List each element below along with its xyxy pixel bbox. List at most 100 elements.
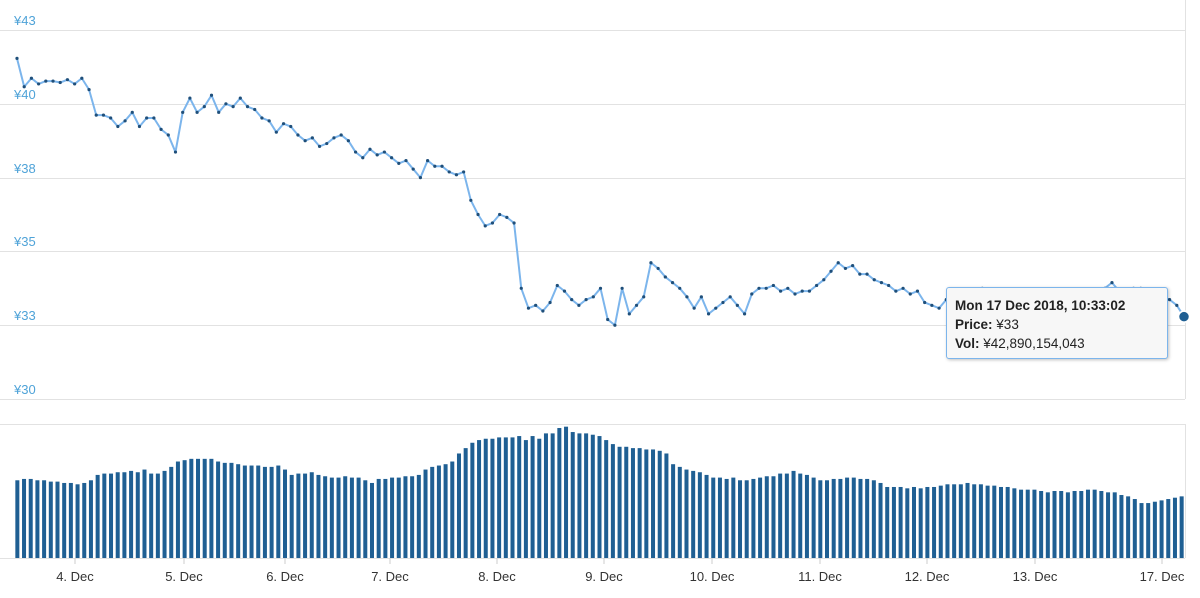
volume-bar — [1126, 496, 1131, 558]
price-point — [678, 286, 682, 290]
price-point — [166, 133, 170, 137]
price-point — [238, 96, 242, 100]
volume-bar — [1065, 492, 1070, 558]
price-point — [879, 281, 884, 285]
volume-bar — [1166, 499, 1171, 558]
volume-bar — [965, 482, 970, 558]
volume-bar — [1099, 491, 1104, 558]
x-tick-label: 17. Dec — [1140, 569, 1185, 584]
volume-bar — [717, 477, 722, 558]
volume-bar — [978, 484, 983, 558]
volume-bar — [323, 476, 328, 558]
price-point — [483, 224, 487, 228]
volume-bars — [15, 426, 1184, 558]
price-point — [29, 76, 34, 80]
volume-bar — [825, 480, 830, 558]
price-point — [735, 303, 739, 307]
price-point — [591, 295, 595, 299]
volume-bar — [35, 480, 40, 558]
price-point — [281, 122, 286, 126]
volume-bar — [1132, 499, 1137, 558]
volume-bar — [369, 482, 374, 558]
price-point — [87, 88, 91, 92]
price-point — [109, 116, 113, 120]
volume-bar — [778, 473, 783, 558]
volume-bar — [329, 477, 334, 558]
volume-bar — [932, 486, 937, 558]
price-point — [440, 164, 444, 168]
tooltip-price-value: ¥33 — [996, 317, 1019, 332]
price-point — [620, 286, 624, 290]
price-point — [721, 300, 725, 305]
x-tick-label: 12. Dec — [905, 569, 950, 584]
volume-bar — [75, 484, 80, 558]
price-point — [915, 289, 920, 293]
price-point — [65, 78, 70, 82]
volume-bar — [911, 486, 916, 558]
volume-bar — [651, 449, 656, 558]
volume-bar — [1005, 486, 1010, 558]
volume-bar — [1025, 489, 1030, 558]
y-tick-label: ¥35 — [13, 234, 36, 249]
price-point — [404, 158, 408, 163]
tooltip: Mon 17 Dec 2018, 10:33:02 Price: ¥33 Vol… — [946, 287, 1168, 359]
price-point — [317, 144, 322, 148]
volume-bar — [1079, 491, 1084, 558]
volume-bar — [356, 477, 361, 558]
volume-bar — [945, 484, 950, 558]
volume-bar — [82, 482, 87, 558]
tooltip-vol-label: Vol: — [955, 336, 980, 351]
volume-bar — [443, 464, 448, 558]
volume-bar — [891, 486, 896, 558]
volume-bar — [343, 476, 348, 558]
volume-bar — [684, 469, 689, 558]
price-line — [16, 58, 1185, 327]
price-point — [253, 107, 257, 112]
volume-bar — [510, 437, 515, 558]
x-tick-label: 13. Dec — [1013, 569, 1058, 584]
price-point — [267, 119, 271, 123]
price-point — [800, 289, 804, 293]
volume-bar — [55, 481, 60, 558]
price-point — [130, 110, 134, 114]
price-point — [181, 110, 185, 114]
price-point — [843, 266, 848, 271]
x-tick-label: 5. Dec — [165, 569, 203, 584]
volume-bar — [590, 434, 595, 558]
volume-bar — [202, 458, 207, 558]
volume-bar — [436, 465, 441, 558]
volume-bar — [483, 438, 488, 558]
volume-bar — [624, 446, 629, 558]
y-tick-label: ¥30 — [13, 382, 36, 397]
price-point — [426, 158, 430, 163]
hover-marker[interactable] — [1177, 310, 1191, 323]
volume-bar — [998, 486, 1003, 558]
price-point — [887, 283, 891, 288]
price-point — [231, 105, 235, 109]
volume-bar — [62, 482, 67, 558]
volume-bar — [925, 486, 930, 558]
price-point — [469, 198, 473, 202]
price-point — [476, 212, 480, 217]
price-point — [656, 266, 660, 271]
price-point — [829, 269, 833, 273]
volume-bar — [1179, 496, 1184, 558]
volume-bar — [410, 476, 415, 558]
volume-bar — [1139, 503, 1144, 558]
volume-bar — [142, 469, 147, 558]
price-point — [37, 82, 41, 86]
volume-bar — [711, 477, 716, 558]
volume-bar — [597, 436, 602, 558]
volume-bar — [403, 476, 408, 558]
price-point — [757, 286, 761, 290]
price-point — [714, 306, 718, 310]
volume-bar — [95, 474, 100, 558]
price-point — [778, 289, 783, 293]
volume-bar — [664, 453, 669, 558]
volume-bar — [48, 481, 53, 558]
price-point — [706, 312, 711, 316]
volume-bar — [169, 466, 174, 558]
y-tick-label: ¥33 — [13, 308, 36, 323]
volume-bar — [363, 480, 368, 558]
volume-bar — [229, 462, 234, 558]
